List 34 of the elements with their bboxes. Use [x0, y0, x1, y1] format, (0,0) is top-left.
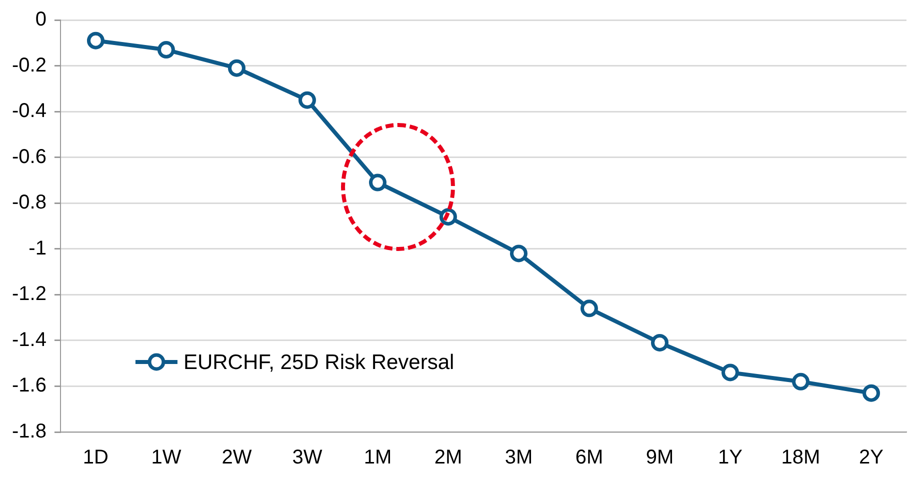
point: [298, 91, 316, 109]
point: [580, 300, 598, 318]
point: [510, 244, 528, 262]
x-tick-label: 18M: [781, 446, 820, 469]
y-tick-label: 0: [35, 8, 46, 31]
point: [721, 364, 739, 382]
point: [792, 372, 810, 390]
point: [862, 384, 880, 402]
y-tick-label: -0.4: [12, 100, 46, 122]
x-tick-label: 1Y: [718, 446, 742, 469]
x-tick-label: 6M: [575, 446, 604, 469]
x-tick-label: 3M: [504, 446, 533, 469]
y-tick-label: -0.6: [12, 146, 46, 168]
y-tick-label: -1: [28, 237, 46, 260]
point: [368, 174, 386, 192]
x-tick-label: 2W: [222, 446, 252, 469]
x-tick-label: 1W: [151, 446, 182, 469]
point: [86, 32, 104, 50]
point: [157, 41, 175, 59]
y-tick-label: -1.2: [12, 283, 46, 306]
point: [228, 59, 246, 77]
legend-label: EURCHF, 25D Risk Reversal: [183, 350, 454, 374]
y-tick-label: -1.6: [12, 374, 46, 397]
y-tick-label: -1.8: [12, 420, 46, 443]
x-tick-label: 1D: [82, 446, 109, 469]
x-tick-label: 2M: [434, 446, 462, 469]
x-tick-label: 3W: [292, 446, 322, 469]
y-tick-label: -0.2: [12, 54, 46, 76]
x-tick-label: 2Y: [859, 446, 884, 469]
y-tick-label: -0.8: [12, 192, 46, 214]
point: [650, 334, 668, 352]
x-tick-label: 1M: [364, 446, 392, 469]
y-tick-label: -1.4: [12, 328, 46, 351]
x-tick-label: 9M: [646, 446, 674, 469]
